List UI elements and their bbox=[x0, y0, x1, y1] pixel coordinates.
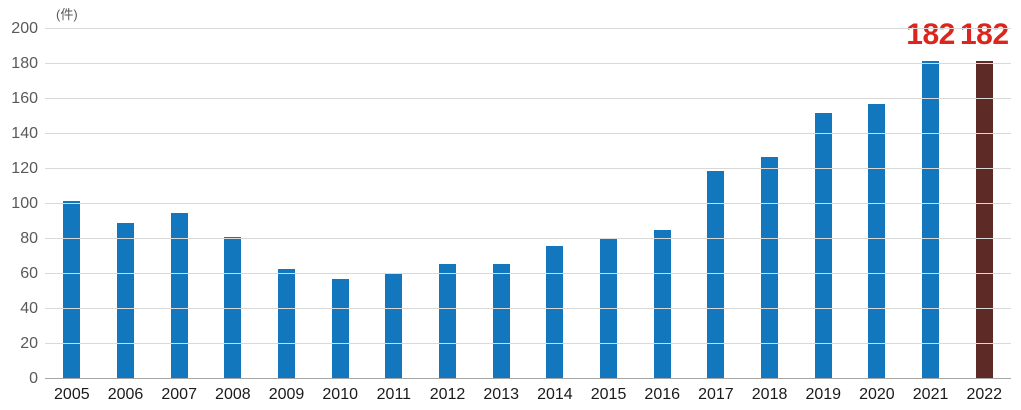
gridline bbox=[45, 133, 1011, 134]
bar-column: 2011 bbox=[367, 29, 421, 403]
bar-column: 2019 bbox=[796, 29, 850, 403]
bar-column: 2009 bbox=[260, 29, 314, 403]
y-axis-tick-label: 80 bbox=[20, 230, 38, 247]
x-axis-tick-label: 2015 bbox=[590, 386, 627, 403]
bar-column: 2014 bbox=[528, 29, 582, 403]
plot-area: 2005 2006 2007 2008 2009 2010 2011 2012 2013 2014… bbox=[45, 18, 1011, 404]
y-axis-tick-label: 180 bbox=[11, 55, 38, 72]
x-axis-tick-label: 2016 bbox=[644, 386, 681, 403]
gridline bbox=[45, 238, 1011, 239]
bar-2012 bbox=[439, 263, 457, 379]
bar-2018 bbox=[761, 156, 779, 379]
bar-column: 2010 bbox=[313, 29, 367, 403]
y-axis-tick-label: 20 bbox=[20, 335, 38, 352]
x-axis-tick-label: 2014 bbox=[537, 386, 573, 403]
bar-2006 bbox=[117, 223, 134, 379]
bar-column: 2008 bbox=[206, 29, 260, 403]
bar-column: 2005 bbox=[45, 29, 99, 403]
bar-2022 bbox=[975, 60, 993, 379]
x-axis-tick-label: 2010 bbox=[322, 386, 358, 403]
y-axis-unit-label: (件) bbox=[56, 7, 78, 22]
y-axis-tick-label: 0 bbox=[29, 370, 38, 387]
x-axis-tick-label: 2008 bbox=[215, 386, 251, 403]
bar-column: 2018 bbox=[743, 29, 797, 403]
x-axis-tick-label: 2006 bbox=[107, 386, 144, 403]
y-axis-tick-label: 160 bbox=[11, 90, 38, 107]
x-axis-tick-label: 2022 bbox=[966, 386, 1003, 403]
bar-2019 bbox=[814, 113, 832, 379]
gridline bbox=[45, 98, 1011, 99]
bar-2014 bbox=[546, 246, 564, 379]
x-axis-tick-label: 2013 bbox=[483, 386, 519, 403]
x-axis-tick-label: 2011 bbox=[376, 386, 412, 403]
bar-2017 bbox=[707, 170, 725, 379]
bar-2016 bbox=[653, 230, 671, 379]
bar-2010 bbox=[331, 279, 349, 379]
x-axis-tick-label: 2017 bbox=[698, 386, 734, 403]
bar-2005 bbox=[63, 200, 81, 379]
y-axis-tick-label: 100 bbox=[11, 195, 38, 212]
bar-2007 bbox=[170, 212, 188, 379]
gridline bbox=[45, 168, 1011, 169]
bar-column: 2013 bbox=[474, 29, 528, 403]
gridline bbox=[45, 203, 1011, 204]
x-axis-tick-label: 2009 bbox=[268, 386, 305, 403]
y-axis-tick-label: 120 bbox=[11, 160, 38, 177]
bar-column: 2015 bbox=[582, 29, 636, 403]
bar-2009 bbox=[278, 268, 296, 379]
bar-column: 2012 bbox=[421, 29, 475, 403]
bar-2020 bbox=[868, 104, 886, 379]
bar-2011 bbox=[385, 274, 403, 379]
data-label-2022: 182 bbox=[959, 17, 1009, 51]
x-axis-tick-label: 2019 bbox=[805, 386, 842, 403]
gridline bbox=[45, 308, 1011, 309]
x-axis-tick-label: 2012 bbox=[429, 386, 466, 403]
x-axis-line bbox=[45, 378, 1011, 379]
x-axis-tick-label: 2020 bbox=[859, 386, 895, 403]
x-axis-tick-label: 2018 bbox=[751, 386, 788, 403]
bar-column: 2017 bbox=[689, 29, 743, 403]
gridline bbox=[45, 28, 1011, 29]
x-axis-tick-label: 2007 bbox=[161, 386, 197, 403]
y-axis-tick-label: 60 bbox=[20, 265, 38, 282]
x-axis-tick-label: 2005 bbox=[54, 386, 90, 403]
bar-2015 bbox=[600, 239, 618, 379]
bars-container: 2005 2006 2007 2008 2009 2010 2011 2012 2013 2014… bbox=[45, 18, 1011, 404]
data-label-2021: 182 bbox=[906, 17, 955, 51]
gridline bbox=[45, 273, 1011, 274]
gridline bbox=[45, 63, 1011, 64]
y-axis-tick-label: 200 bbox=[11, 20, 38, 37]
bar-column: 2022 182 bbox=[957, 18, 1011, 404]
x-axis-tick-label: 2021 bbox=[912, 386, 949, 403]
y-axis-tick-label: 140 bbox=[11, 125, 38, 142]
bar-column: 2016 bbox=[635, 29, 689, 403]
bar-column: 2007 bbox=[152, 29, 206, 403]
bar-column: 2020 bbox=[850, 29, 904, 403]
bar-2013 bbox=[492, 263, 510, 379]
bar-column: 2006 bbox=[99, 29, 153, 403]
bar-2021 bbox=[922, 60, 940, 379]
gridline bbox=[45, 343, 1011, 344]
y-axis-tick-label: 40 bbox=[20, 300, 38, 317]
bar-column: 2021 182 bbox=[904, 18, 958, 404]
